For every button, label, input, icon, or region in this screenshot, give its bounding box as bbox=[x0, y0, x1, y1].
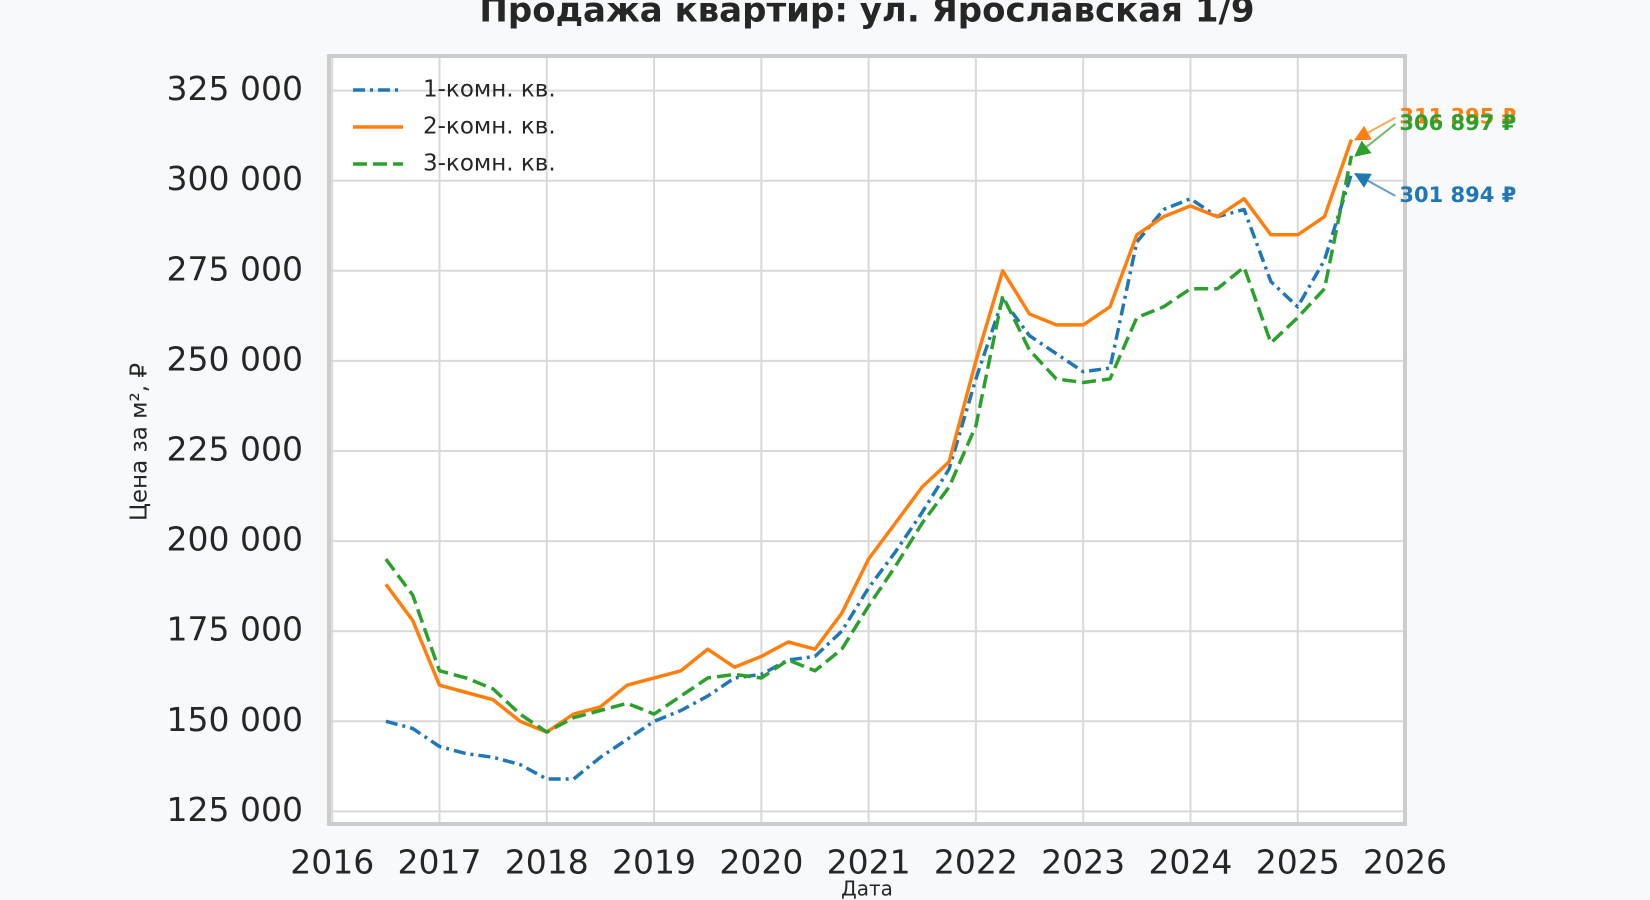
x-tick-label: 2016 bbox=[290, 843, 374, 882]
x-axis-label: Дата bbox=[841, 877, 893, 900]
legend-label: 1-комн. кв. bbox=[423, 77, 556, 103]
legend-label: 3-комн. кв. bbox=[423, 151, 556, 177]
y-axis-label: Цена за м², ₽ bbox=[127, 363, 153, 521]
y-tick-label: 250 000 bbox=[167, 339, 303, 378]
y-tick-label: 325 000 bbox=[167, 69, 303, 108]
value-label: 306 897 ₽ bbox=[1399, 111, 1516, 135]
y-tick-label: 300 000 bbox=[167, 159, 303, 198]
annotation-arrow bbox=[1354, 123, 1396, 157]
x-tick-label: 2021 bbox=[827, 843, 911, 882]
y-tick-label: 225 000 bbox=[167, 429, 303, 468]
x-tick-label: 2024 bbox=[1148, 843, 1232, 882]
y-tick-label: 200 000 bbox=[167, 520, 303, 559]
legend: 1-комн. кв. 2-комн. кв. 3-комн. кв. bbox=[353, 77, 556, 177]
value-label: 311 395 ₽ bbox=[1399, 105, 1516, 129]
y-tick-label: 175 000 bbox=[167, 610, 303, 649]
x-tick-label: 2017 bbox=[398, 843, 482, 882]
y-tick-label: 125 000 bbox=[167, 790, 303, 829]
value-label: 301 894 ₽ bbox=[1399, 183, 1516, 207]
plot-area bbox=[329, 56, 1405, 824]
chart-title: Продажа квартир: ул. Ярославская 1/9 bbox=[479, 0, 1254, 31]
annotation-arrow bbox=[1353, 172, 1396, 197]
x-tick-label: 2022 bbox=[934, 843, 1018, 882]
x-tick-label: 2020 bbox=[719, 843, 803, 882]
y-tick-label: 150 000 bbox=[167, 700, 303, 739]
annotation-arrow bbox=[1353, 116, 1396, 141]
x-tick-label: 2025 bbox=[1256, 843, 1340, 882]
series-line bbox=[384, 155, 1354, 734]
x-tick-label: 2023 bbox=[1041, 843, 1125, 882]
x-tick-label: 2018 bbox=[505, 843, 589, 882]
x-tick-label: 2019 bbox=[612, 843, 696, 882]
x-tick-label: 2026 bbox=[1363, 843, 1447, 882]
legend-label: 2-комн. кв. bbox=[423, 114, 556, 140]
y-tick-label: 275 000 bbox=[167, 249, 303, 288]
plot-frame bbox=[327, 54, 1407, 826]
